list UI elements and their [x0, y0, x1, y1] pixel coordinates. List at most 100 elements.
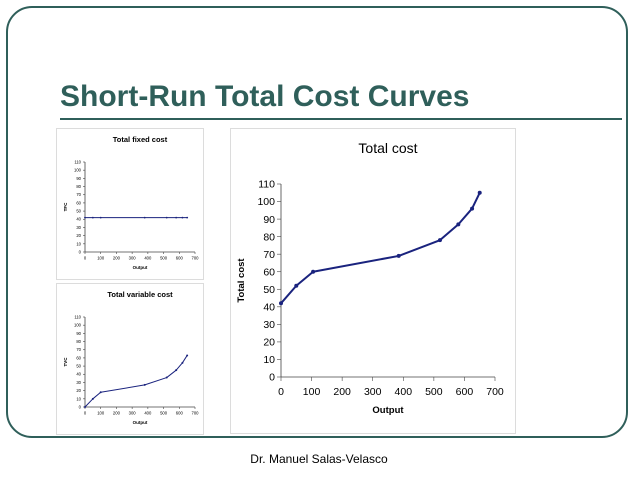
tfc-y-tick-label: 60 [76, 200, 81, 205]
tvc-x-tick-label: 0 [84, 410, 87, 415]
tvc-y-tick-label: 110 [74, 314, 81, 319]
tc-y-tick-label: 0 [269, 372, 275, 384]
tfc-x-tick-label: 600 [176, 255, 184, 260]
tc-y-axis-label: Total cost [236, 258, 247, 303]
tfc-data-point [91, 216, 94, 219]
tvc-data-point [165, 376, 168, 379]
tvc-y-tick-label: 100 [74, 323, 82, 328]
tfc-x-tick-label: 400 [144, 255, 152, 260]
tc-x-tick-label: 200 [333, 386, 351, 398]
tfc-data-point [165, 216, 168, 219]
tfc-y-tick-label: 40 [76, 217, 81, 222]
tfc-y-tick-label: 70 [76, 192, 81, 197]
tvc-chart-title: Total variable cost [107, 290, 173, 299]
tvc-y-tick-label: 10 [76, 396, 81, 401]
tfc-chart-svg: Total fixed cost 0 10 20 30 40 50 60 70 80 90 100 11… [63, 135, 200, 270]
tvc-x-tick-label: 200 [113, 410, 121, 415]
tvc-data-point [143, 383, 146, 386]
tfc-y-tick-label: 20 [76, 233, 81, 238]
tfc-y-tick-label: 110 [74, 159, 81, 164]
tfc-y-tick-label: 90 [76, 176, 81, 181]
tc-series-line [280, 192, 481, 304]
tvc-x-tick-label: 300 [129, 410, 137, 415]
total-variable-cost-chart: Total variable cost 0 10 20 30 40 50 60 70 80 90 10… [56, 283, 204, 435]
tvc-y-tick-label: 30 [76, 380, 81, 385]
tfc-data-point [143, 216, 146, 219]
tc-y-tick-label: 90 [263, 214, 275, 226]
tfc-x-tick-label: 200 [113, 255, 121, 260]
tc-x-tick-label: 300 [364, 386, 382, 398]
tfc-x-tick-label: 500 [160, 255, 168, 260]
tvc-chart-svg: Total variable cost 0 10 20 30 40 50 60 70 80 90 10… [63, 290, 200, 425]
tc-y-tick-label: 20 [263, 337, 275, 349]
tvc-y-tick-label: 40 [76, 372, 81, 377]
tfc-y-tick-label: 10 [76, 241, 81, 246]
title-underline [60, 118, 622, 120]
tvc-x-tick-label: 500 [160, 410, 168, 415]
tfc-x-tick-label: 0 [84, 255, 87, 260]
tc-data-point [456, 222, 461, 227]
tfc-y-tick-label: 80 [76, 184, 81, 189]
tfc-x-tick-label: 700 [192, 255, 200, 260]
tc-x-tick-label: 100 [303, 386, 321, 398]
tvc-data-point [186, 354, 189, 357]
tfc-chart-title: Total fixed cost [113, 135, 168, 144]
tc-data-point [470, 206, 475, 211]
slide-frame [6, 6, 628, 438]
tc-x-tick-label: 500 [425, 386, 443, 398]
tc-data-point [477, 190, 482, 195]
tc-x-tick-label: 700 [486, 386, 504, 398]
tfc-data-point [186, 216, 189, 219]
tvc-y-axis-label: TVC [63, 357, 68, 367]
tc-data-point [294, 283, 299, 288]
tc-data-point [396, 253, 401, 258]
tvc-y-tick-label: 20 [76, 388, 81, 393]
footer-author: Dr. Manuel Salas-Velasco [250, 452, 388, 466]
total-fixed-cost-chart: Total fixed cost 0 10 20 30 40 50 60 70 80 90 100 11… [56, 128, 204, 280]
total-cost-chart: Total cost 0 10 20 30 40 50 60 70 80 90 100 110 0 100 2… [230, 128, 516, 434]
tfc-y-tick-label: 30 [76, 225, 81, 230]
tvc-data-point [91, 397, 94, 400]
tfc-x-tick-label: 300 [129, 255, 137, 260]
tvc-y-tick-label: 70 [76, 347, 81, 352]
tc-data-point [437, 238, 442, 243]
tvc-data-point [181, 361, 184, 364]
tc-y-tick-label: 70 [263, 249, 275, 261]
tvc-series-line [84, 355, 188, 408]
tfc-y-tick-label: 50 [76, 209, 81, 214]
tvc-x-tick-label: 700 [192, 410, 200, 415]
tfc-y-tick-label: 100 [74, 168, 82, 173]
tc-y-tick-label: 100 [257, 196, 275, 208]
tvc-x-tick-label: 400 [144, 410, 152, 415]
tvc-y-tick-label: 80 [76, 339, 81, 344]
tc-x-tick-label: 600 [456, 386, 474, 398]
tvc-x-tick-label: 600 [176, 410, 184, 415]
tfc-data-point [84, 216, 86, 219]
tfc-y-axis-label: TFC [63, 202, 68, 211]
tfc-y-tick-label: 0 [79, 249, 82, 254]
tc-y-tick-label: 40 [263, 301, 275, 313]
tc-y-tick-label: 30 [263, 319, 275, 331]
tc-x-tick-label: 400 [395, 386, 413, 398]
tc-chart-title: Total cost [358, 140, 417, 156]
tvc-y-tick-label: 50 [76, 364, 81, 369]
tfc-x-axis-label: Output [133, 265, 148, 270]
tfc-data-point [99, 216, 102, 219]
tvc-data-point [99, 391, 102, 394]
tvc-data-point [84, 406, 86, 408]
tc-data-point [311, 269, 316, 274]
tvc-data-point [175, 369, 178, 372]
tfc-data-point [175, 216, 178, 219]
tvc-y-tick-label: 0 [79, 404, 82, 409]
tvc-x-axis-label: Output [133, 420, 148, 425]
tc-y-tick-label: 60 [263, 266, 275, 278]
tc-x-tick-label: 0 [278, 386, 284, 398]
tc-chart-svg: Total cost 0 10 20 30 40 50 60 70 80 90 100 110 0 100 2… [236, 140, 504, 416]
tc-y-tick-label: 110 [258, 179, 275, 191]
tvc-y-tick-label: 60 [76, 355, 81, 360]
tc-y-tick-label: 50 [263, 284, 275, 296]
tc-y-tick-label: 80 [263, 231, 275, 243]
tfc-x-tick-label: 100 [97, 255, 105, 260]
tvc-x-tick-label: 100 [97, 410, 105, 415]
tc-data-point [279, 301, 283, 306]
